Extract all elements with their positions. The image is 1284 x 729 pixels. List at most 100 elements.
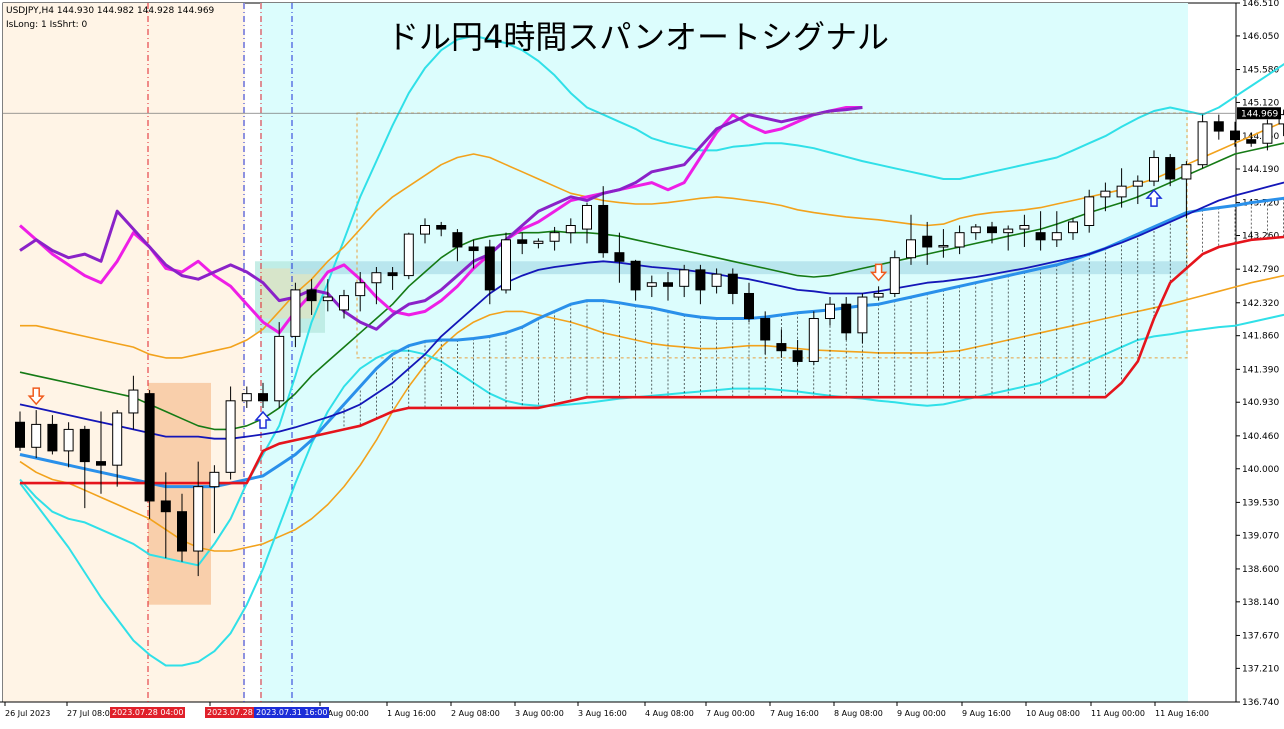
time-label: 1 Aug 16:00: [387, 709, 436, 718]
bear-candle: [987, 226, 997, 234]
bull-candle: [1181, 164, 1192, 180]
bear-candle: [1213, 121, 1224, 132]
bear-candle: [663, 282, 673, 287]
bull-candle: [1051, 232, 1062, 241]
bull-candle: [501, 239, 511, 291]
bull-candle: [371, 272, 382, 284]
price-label: 140.930: [1242, 398, 1279, 408]
bull-candle: [938, 245, 949, 248]
buy-signal-arrow: [254, 410, 272, 429]
price-label: 142.790: [1242, 265, 1279, 275]
bull-candle: [533, 240, 544, 244]
bull-candle: [112, 412, 123, 466]
red-stop-line: [20, 235, 1284, 485]
bull-candle: [274, 335, 285, 402]
time-label: 27 Jul 08:00: [67, 709, 115, 718]
price-label: 138.600: [1242, 565, 1279, 575]
bear-candle: [776, 343, 787, 352]
bull-candle: [808, 318, 819, 362]
bull-candle: [873, 292, 884, 298]
bear-candle: [695, 269, 706, 291]
bull-candle: [322, 296, 333, 302]
price-label: 139.530: [1242, 498, 1279, 508]
bull-candle: [1084, 196, 1095, 227]
vline-label-red-2: 2023.07.28: [205, 707, 255, 718]
sell-signal-arrow: [869, 263, 888, 282]
price-label: 141.390: [1242, 365, 1279, 375]
price-label: 144.650: [1242, 132, 1279, 142]
bear-candle: [1230, 130, 1240, 141]
bear-candle: [841, 303, 852, 334]
bull-candle: [1262, 123, 1273, 144]
bull-candle: [970, 226, 981, 234]
bull-candle: [549, 232, 560, 242]
bear-candle: [160, 500, 171, 513]
bull-candle: [857, 296, 868, 334]
bear-candle: [1246, 139, 1257, 144]
upper-band-line: [19, 34, 1284, 567]
bear-candle: [468, 246, 479, 252]
bull-candle: [420, 225, 430, 235]
bear-candle: [436, 225, 447, 230]
bull-candle: [193, 486, 204, 552]
bear-candle: [517, 239, 528, 244]
bear-candle: [452, 232, 463, 248]
price-label: 144.190: [1242, 165, 1279, 175]
price-label: 137.670: [1242, 631, 1279, 641]
time-label: 1 Aug 00:00: [320, 709, 369, 718]
bull-candle: [1100, 190, 1111, 198]
price-label: 140.000: [1242, 465, 1279, 475]
zone-band-light: [290, 261, 1188, 275]
time-label: 26 Jul 2023: [5, 709, 50, 718]
bull-candle: [889, 257, 900, 294]
bull-candle: [825, 303, 835, 320]
right-zone: [260, 3, 1188, 702]
price-label: 143.260: [1242, 232, 1279, 242]
current-price-label: 144.969: [1241, 109, 1278, 119]
sell-signal-arrow: [27, 387, 45, 406]
price-label: 139.070: [1242, 531, 1279, 541]
lower-mid-line: [19, 274, 1284, 552]
bear-candle: [614, 252, 625, 262]
time-label: 11 Aug 00:00: [1091, 709, 1145, 718]
bull-candle: [1197, 121, 1208, 166]
price-label: 136.740: [1242, 698, 1279, 708]
time-label: 2 Aug 08:00: [451, 709, 500, 718]
time-label: 9 Aug 16:00: [962, 709, 1011, 718]
time-label: 10 Aug 08:00: [1026, 709, 1080, 718]
bear-candle: [96, 461, 106, 466]
bull-candle: [31, 423, 42, 448]
time-label: 4 Aug 08:00: [645, 709, 694, 718]
bear-candle: [1035, 232, 1046, 241]
bull-candle: [209, 471, 220, 488]
vline-label-red-1: 2023.07.28 04:00: [110, 707, 186, 718]
current-price-tag: [1237, 107, 1281, 120]
bear-candle: [306, 289, 317, 302]
bear-candle: [792, 350, 803, 362]
bear-candle: [744, 292, 754, 320]
time-label: 11 Aug 16:00: [1155, 709, 1209, 718]
price-label: 141.860: [1242, 332, 1279, 342]
bull-candle: [63, 428, 74, 452]
bull-candle: [225, 400, 236, 473]
price-scale: 146.510 146.050 145.580 145.120 144.650 144.1…: [1235, 0, 1279, 708]
bull-candle: [906, 239, 916, 259]
bull-candle: [355, 282, 366, 297]
time-label: 3 Aug 16:00: [578, 709, 627, 718]
bull-candle: [711, 273, 722, 287]
price-label: 142.320: [1242, 299, 1279, 309]
time-label: 7 Aug 16:00: [770, 709, 819, 718]
bear-candle: [598, 204, 609, 254]
bull-candle: [954, 232, 965, 248]
bull-candle: [403, 233, 414, 277]
bull-candle: [128, 389, 139, 414]
bear-candle: [258, 393, 268, 402]
price-label: 145.580: [1242, 66, 1279, 76]
bear-candle: [177, 511, 187, 552]
price-label: 137.210: [1242, 664, 1279, 674]
bull-candle: [1019, 225, 1030, 230]
bull-candle: [582, 204, 592, 230]
bear-candle: [727, 273, 738, 294]
status-info: IsLong: 1 IsShrt: 0: [6, 20, 88, 30]
